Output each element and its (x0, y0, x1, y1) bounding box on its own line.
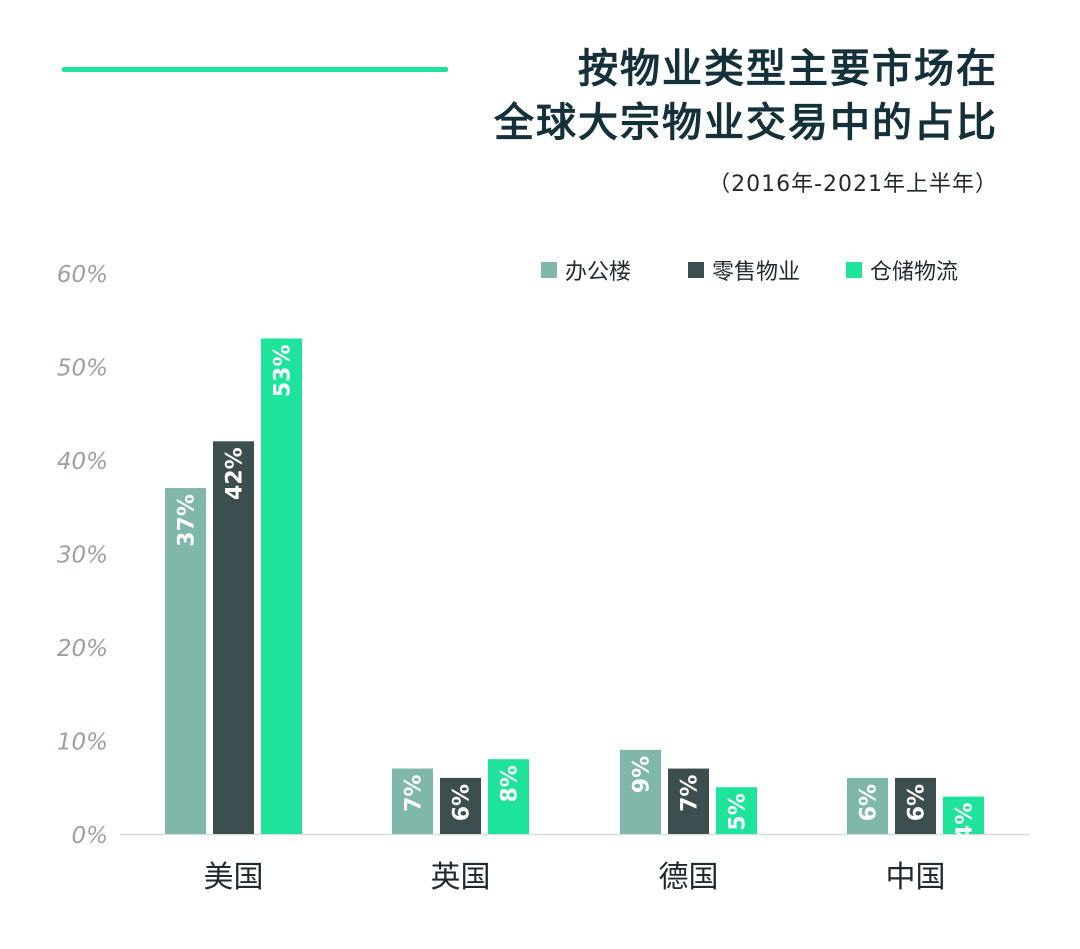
x-tick-label: 美国 (204, 860, 264, 895)
bar-data-label: 53% (271, 344, 296, 397)
y-tick-label: 30% (57, 543, 108, 569)
x-tick-label: 中国 (886, 860, 946, 895)
y-tick-label: 50% (57, 356, 108, 382)
bar (620, 749, 661, 834)
chart-subtitle: （2016年-2021年上半年） (708, 172, 998, 197)
bar (213, 441, 254, 834)
y-tick-label: 10% (57, 730, 108, 756)
bar-data-label: 7% (678, 775, 703, 812)
chart-title: 按物业类型主要市场在 全球大宗物业交易中的占比 (494, 42, 998, 150)
bar-data-label: 37% (175, 494, 200, 547)
bar (943, 796, 984, 834)
bar (847, 777, 888, 834)
bar-data-label: 6% (905, 784, 930, 821)
legend-swatch (541, 262, 557, 278)
legend-label: 零售物业 (712, 260, 800, 285)
bar-data-label: 42% (223, 447, 248, 500)
bar-data-label: 9% (630, 756, 655, 793)
bar (895, 777, 936, 834)
bar-data-label: 6% (450, 784, 475, 821)
chart-title-line1: 按物业类型主要市场在 (578, 46, 998, 92)
y-tick-label: 0% (72, 823, 109, 849)
bar-data-label: 5% (726, 793, 751, 830)
bar (165, 488, 206, 834)
bar-data-label: 8% (498, 765, 523, 802)
legend-label: 办公楼 (565, 260, 631, 285)
bar (716, 787, 757, 834)
bar (668, 768, 709, 834)
bar (392, 768, 433, 834)
title-accent-line (62, 67, 448, 72)
chart-title-line2: 全球大宗物业交易中的占比 (494, 100, 998, 146)
legend-label: 仓储物流 (870, 260, 958, 285)
legend-swatch (846, 262, 862, 278)
bar-data-label: 6% (857, 784, 882, 821)
bar-data-label: 7% (402, 775, 427, 812)
bar (440, 777, 481, 834)
x-tick-label: 德国 (659, 860, 719, 895)
x-tick-label: 英国 (431, 860, 491, 895)
bar (488, 759, 529, 834)
bar (261, 338, 302, 834)
y-tick-label: 20% (57, 636, 108, 662)
y-tick-label: 40% (57, 449, 108, 475)
y-tick-label: 60% (57, 262, 108, 288)
legend-swatch (688, 262, 704, 278)
bar-data-label: 4% (953, 803, 978, 840)
